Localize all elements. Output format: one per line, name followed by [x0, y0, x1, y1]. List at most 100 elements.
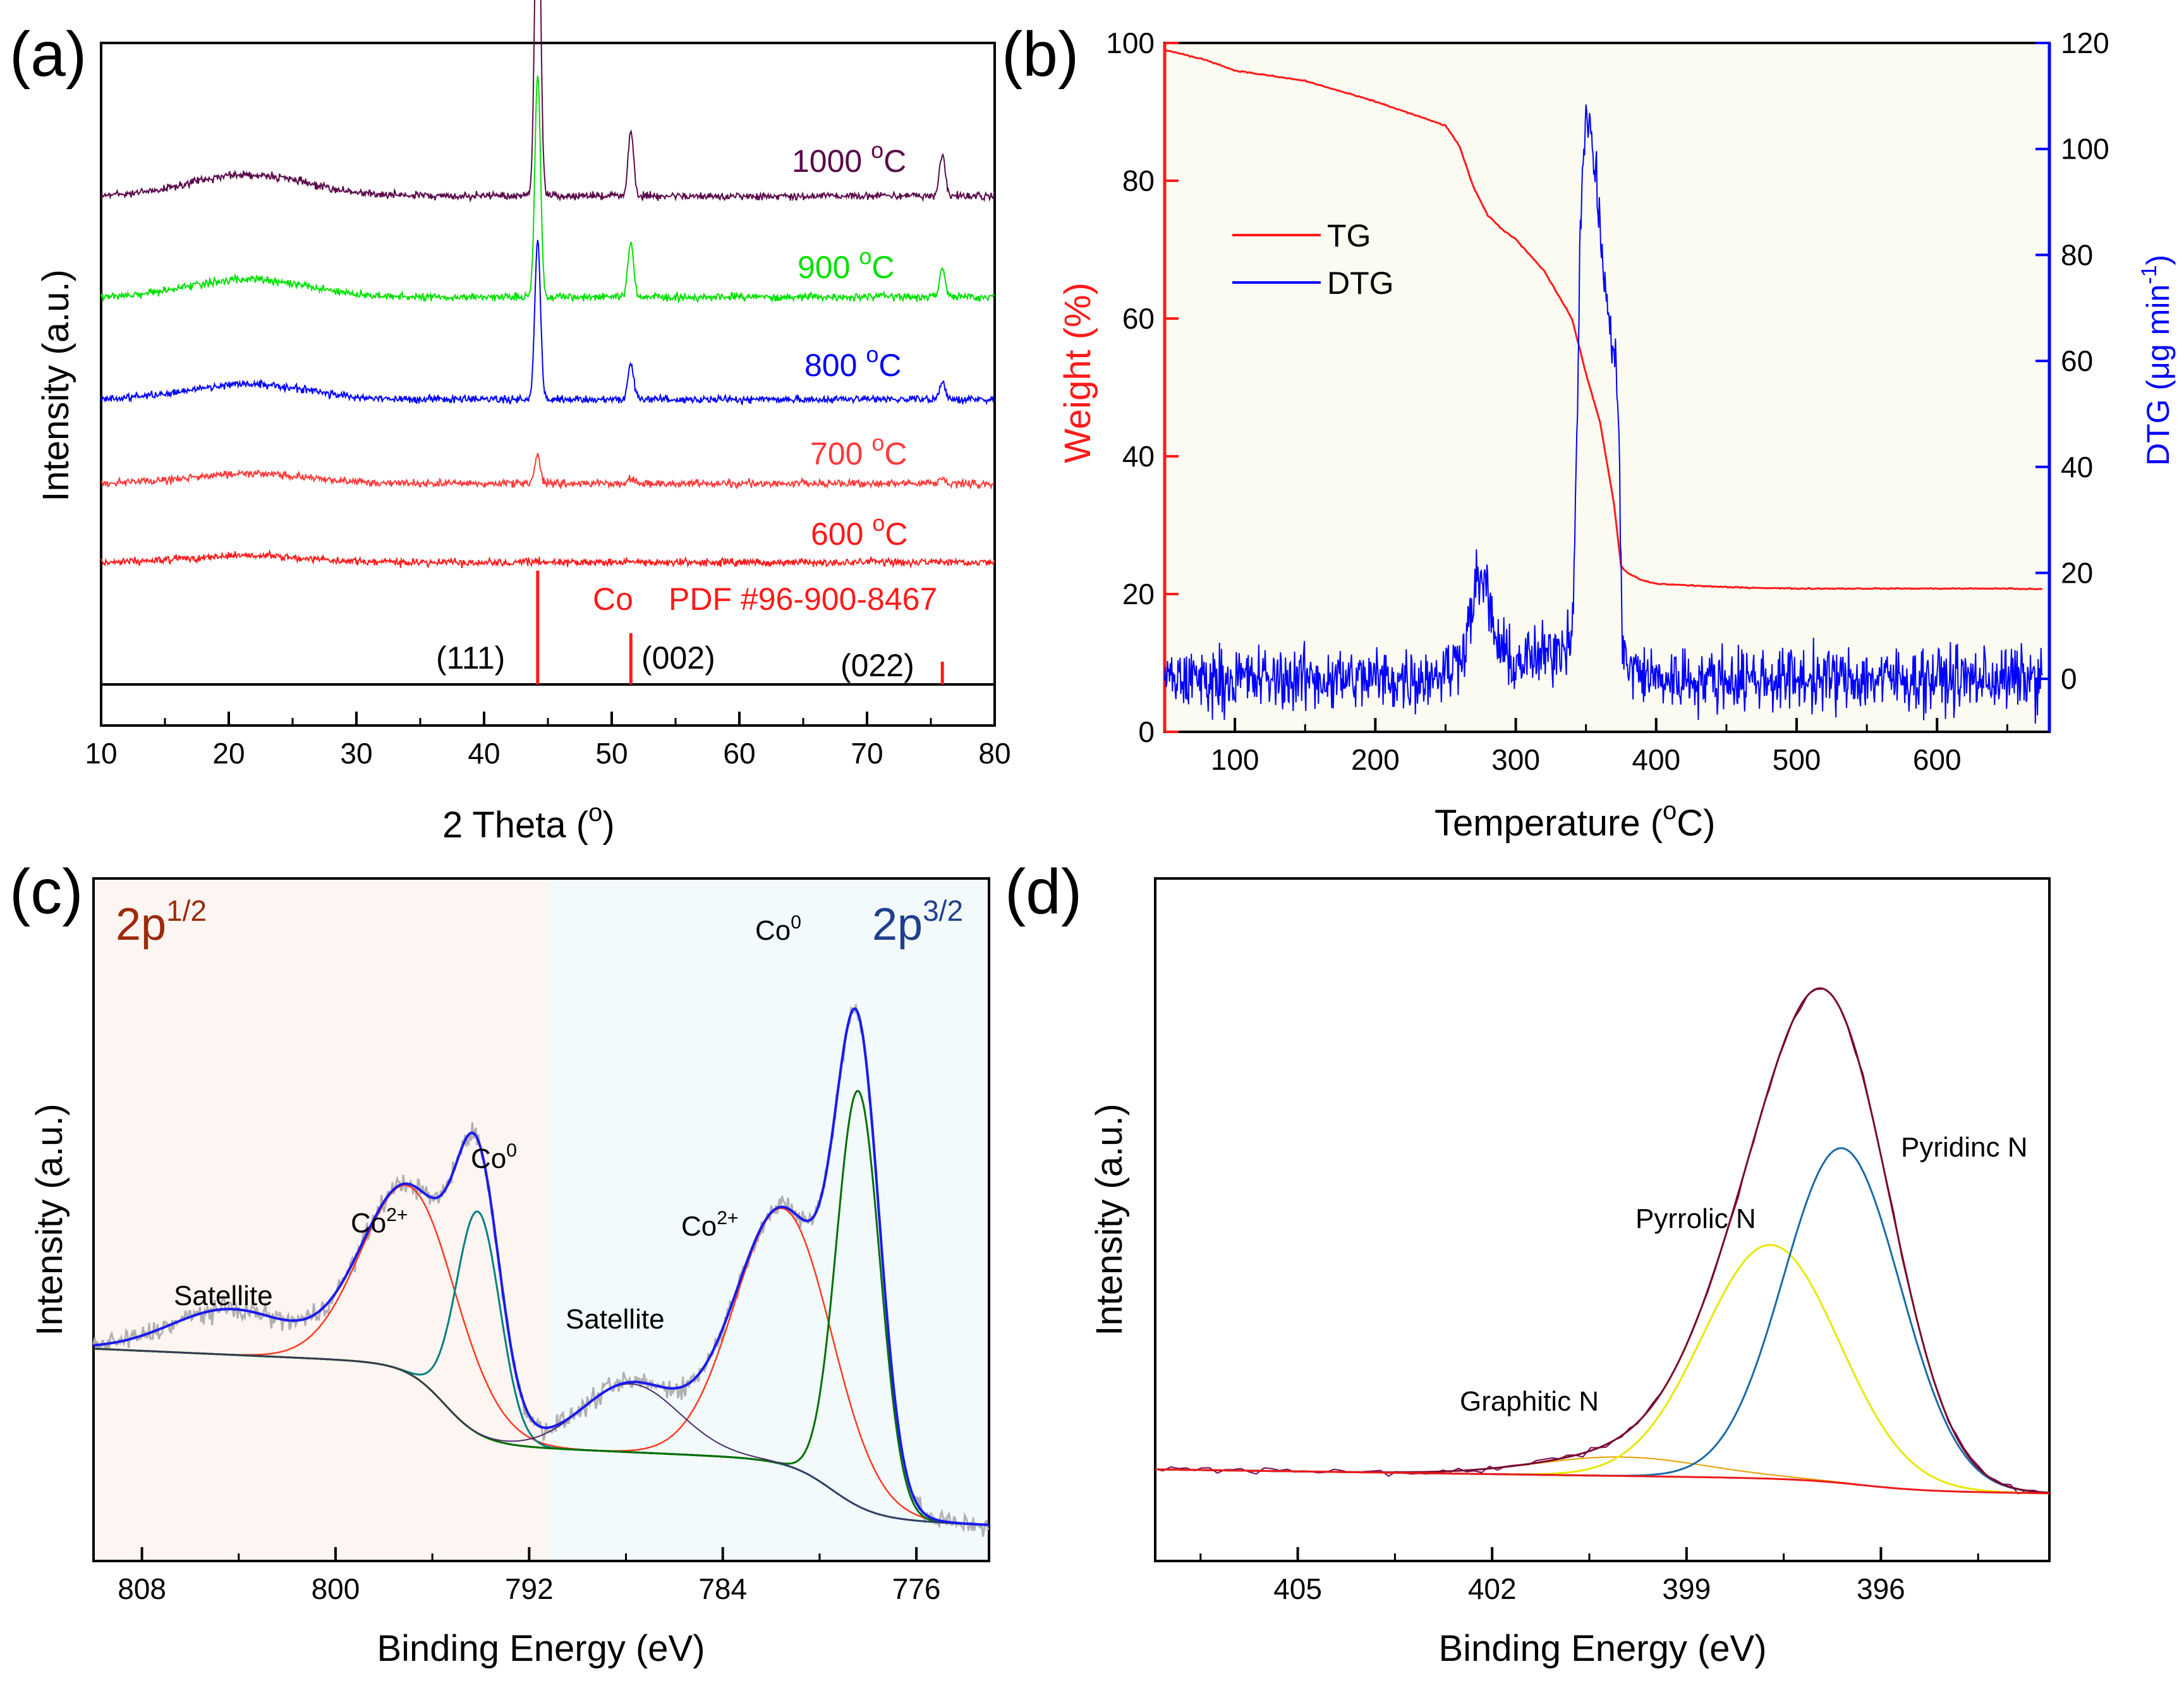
a-x-tick-label: 60	[723, 737, 755, 770]
panel-a-y-axis-title: Intensity (a.u.)	[35, 269, 76, 501]
panel-a-x-ticks: 10 20 30 40 50 60 70 80	[85, 712, 1011, 770]
panel-a-frame	[100, 42, 996, 727]
a-x-tick-label: 40	[468, 737, 500, 770]
panel-c: (c) 808 800 792 784 776 2p1/2 2p3/2 Satellit…	[9, 856, 990, 1669]
region-label-2p12: 2p1/2	[116, 894, 207, 950]
c-x-tick-label: 808	[118, 1572, 166, 1605]
panel-b-x-axis-title: Temperature (oC)	[1435, 797, 1715, 844]
b-left-tick-label: 0	[1138, 715, 1155, 748]
b-x-tick-label: 600	[1913, 743, 1962, 776]
c-x-tick-label: 800	[312, 1572, 360, 1605]
series-label-600: 600 oC	[811, 510, 907, 552]
panel-b-letter: (b)	[1002, 19, 1079, 90]
annotation-co0-1: Co0	[471, 1140, 517, 1174]
panel-c-ticks: 808 800 792 784 776	[118, 1547, 940, 1605]
b-x-tick-label: 100	[1211, 743, 1259, 776]
legend-label-tg: TG	[1327, 218, 1371, 253]
c-satellite	[93, 1348, 990, 1526]
annotation-graphitic-n: Graphitic N	[1460, 1386, 1599, 1417]
tg-line	[1164, 49, 2043, 591]
panel-a-reference-lines	[536, 571, 944, 684]
panel-b-legend: TG DTG	[1232, 218, 1394, 301]
reference-pdf-label: PDF #96-900-8467	[669, 581, 937, 617]
annotation-co2plus-1: Co2+	[351, 1205, 408, 1239]
c-envelope	[93, 1007, 990, 1526]
series-label-900: 900 oC	[798, 243, 894, 285]
panel-d: (d) 405 402 399 396 Pyridinc N Pyrrolic N G…	[1005, 856, 2051, 1669]
panel-d-frame	[1154, 877, 2051, 1562]
c-x-tick-label: 784	[698, 1572, 747, 1605]
panel-b-series	[1164, 49, 2043, 724]
b-left-tick-label: 80	[1122, 164, 1155, 197]
annotation-pyridinic-n: Pyridinc N	[1901, 1132, 2028, 1163]
reference-hkl-002: (002)	[641, 640, 715, 676]
reference-hkl-111: (111)	[436, 640, 505, 676]
panel-d-ticks: 405 402 399 396	[1199, 1547, 1979, 1605]
a-x-tick-label: 80	[978, 737, 1010, 770]
b-left-tick-label: 100	[1106, 27, 1155, 59]
region-label-2p32: 2p3/2	[872, 894, 963, 950]
b-right-tick-label: 60	[2061, 344, 2093, 377]
panel-d-y-axis-title: Intensity (a.u.)	[1089, 1103, 1130, 1335]
panel-a: (a) 10 20 30 40 50 60 70 80 1000 oC 900 oC 800 …	[9, 0, 1011, 846]
d-x-tick-label: 405	[1273, 1572, 1322, 1605]
panel-c-letter: (c)	[9, 856, 83, 927]
panel-a-x-axis-title: 2 Theta (o)	[442, 799, 615, 846]
a-x-tick-label: 10	[85, 737, 117, 770]
b-right-tick-label: 0	[2061, 662, 2077, 695]
d-x-tick-label: 396	[1857, 1572, 1905, 1605]
a-series-line	[100, 240, 995, 406]
a-series-line	[100, 0, 995, 203]
dtg-line	[1164, 104, 2043, 724]
series-label-800: 800 oC	[804, 341, 901, 383]
panel-c-frame	[92, 877, 990, 1562]
a-series-line	[100, 453, 995, 490]
annotation-co0-2: Co0	[755, 912, 801, 946]
panel-c-region-right	[549, 878, 989, 1561]
b-right-tick-label: 80	[2061, 238, 2093, 271]
b-left-tick-label: 20	[1122, 578, 1155, 611]
b-right-tick-label: 20	[2061, 556, 2093, 589]
panel-b: (b) 100 200 300 400 500 600 0 20 40 60 80 100 0 20 40 6…	[1002, 19, 2176, 844]
annotation-satellite-2: Satellite	[566, 1304, 665, 1335]
b-right-tick-label: 120	[2061, 27, 2109, 59]
b-x-tick-label: 400	[1632, 743, 1680, 776]
panel-c-region-left	[94, 878, 549, 1561]
c-x-tick-label: 776	[892, 1572, 941, 1605]
a-series-line	[100, 75, 995, 304]
panel-c-series	[92, 1004, 990, 1537]
b-x-tick-label: 500	[1773, 743, 1821, 776]
panel-b-frame	[1163, 42, 2051, 733]
panel-b-right-y-axis-title: DTG (μg min-1)	[2137, 255, 2176, 466]
panel-d-letter: (d)	[1005, 856, 1082, 927]
reference-hkl-022: (022)	[840, 648, 914, 683]
series-label-1000: 1000 oC	[792, 137, 906, 179]
d-x-tick-label: 399	[1662, 1572, 1711, 1605]
legend-label-dtg: DTG	[1327, 265, 1394, 301]
b-x-tick-label: 200	[1351, 743, 1400, 776]
panel-a-series	[100, 0, 995, 569]
annotation-pyrrolic-n: Pyrrolic N	[1635, 1203, 1756, 1234]
a-x-tick-label: 20	[212, 737, 245, 770]
panel-d-x-axis-title: Binding Energy (eV)	[1438, 1628, 1766, 1669]
series-label-700: 700 oC	[810, 430, 907, 471]
b-right-tick-label: 40	[2061, 451, 2093, 483]
annotation-satellite-1: Satellite	[174, 1280, 273, 1311]
c-x-tick-label: 792	[505, 1572, 554, 1605]
a-x-tick-label: 50	[595, 737, 628, 770]
a-x-tick-label: 70	[851, 737, 883, 770]
b-x-tick-label: 300	[1491, 743, 1540, 776]
panel-c-x-axis-title: Binding Energy (eV)	[377, 1628, 705, 1669]
panel-b-ticks: 100 200 300 400 500 600 0 20 40 60 80 100 0 20 40 60 80 1…	[1106, 27, 2109, 776]
panel-c-y-axis-title: Intensity (a.u.)	[29, 1103, 70, 1335]
d-x-tick-label: 402	[1468, 1572, 1517, 1605]
b-left-tick-label: 60	[1122, 302, 1155, 335]
panel-d-series	[1155, 987, 2050, 1495]
a-series-line	[100, 549, 995, 569]
annotation-co2plus-2: Co2+	[681, 1208, 738, 1242]
d-background	[1155, 1468, 2049, 1495]
b-right-tick-label: 100	[2061, 133, 2109, 166]
reference-phase-label: Co	[593, 581, 633, 617]
b-left-tick-label: 40	[1122, 440, 1155, 473]
